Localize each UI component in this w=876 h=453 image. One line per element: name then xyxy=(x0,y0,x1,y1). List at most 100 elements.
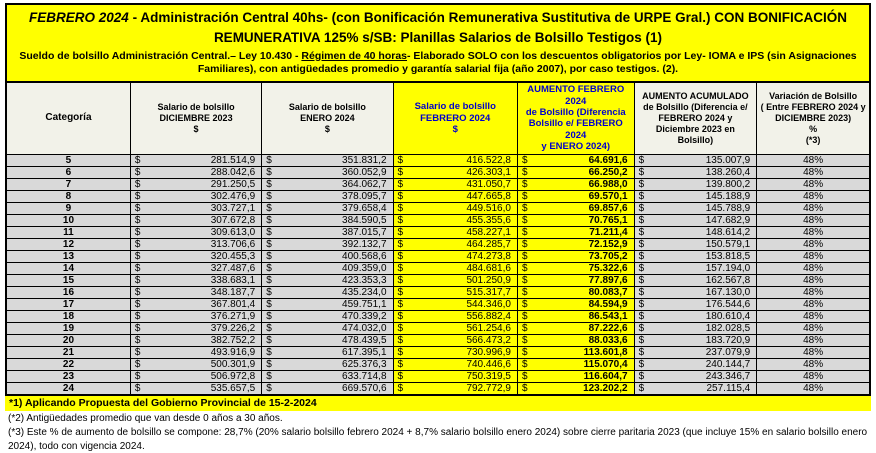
cell-variacion-bolsillo: 48% xyxy=(756,177,871,191)
amount-value: 88.033,6 xyxy=(588,334,628,346)
amount-value: 506.972,8 xyxy=(210,370,256,382)
amount-value: 291.250,5 xyxy=(210,178,256,190)
amount-value: 320.455,3 xyxy=(210,250,256,262)
cell-salario-febrero-2024: $740.446,6 xyxy=(392,357,518,371)
currency-symbol: $ xyxy=(638,358,645,370)
cell-salario-febrero-2024: $474.273,8 xyxy=(392,249,518,263)
table-row: 6 $288.042,6 $360.052,9 $426.303,1 $66.250,2… xyxy=(5,165,871,179)
column-header-variacion-bolsillo: Variación de Bolsillo ( Entre FEBRERO 20… xyxy=(756,81,871,155)
amount-value: 426.303,1 xyxy=(466,166,511,178)
currency-symbol: $ xyxy=(521,214,528,226)
currency-symbol: $ xyxy=(638,166,645,178)
currency-symbol: $ xyxy=(266,382,272,394)
amount-value: 379.226,2 xyxy=(210,322,256,334)
cell-salario-enero-2024: $459.751,1 xyxy=(261,297,394,311)
cell-categoria: 17 xyxy=(5,297,131,311)
amount-value: 478.439,5 xyxy=(342,334,387,346)
amount-value: 167.130,0 xyxy=(705,286,751,298)
currency-symbol: $ xyxy=(134,202,141,214)
currency-symbol: $ xyxy=(638,262,645,274)
amount-value: 730.996,9 xyxy=(466,346,511,358)
currency-symbol: $ xyxy=(638,310,645,322)
amount-value: 379.658,4 xyxy=(342,202,387,214)
currency-symbol: $ xyxy=(521,154,528,166)
currency-symbol: $ xyxy=(397,214,404,226)
amount-value: 556.882,4 xyxy=(466,310,511,322)
cell-salario-enero-2024: $379.658,4 xyxy=(261,201,394,215)
cell-categoria: 12 xyxy=(5,237,131,251)
cell-aumento-febrero-2024: $84.594,9 xyxy=(516,297,635,311)
cell-salario-diciembre-2023: $506.972,8 xyxy=(129,369,263,383)
cell-variacion-bolsillo: 48% xyxy=(756,297,871,311)
amount-value: 470.339,2 xyxy=(342,310,387,322)
cell-aumento-febrero-2024: $66.988,0 xyxy=(516,177,635,191)
cell-aumento-febrero-2024: $64.691,6 xyxy=(516,153,635,167)
cell-salario-enero-2024: $364.062,7 xyxy=(261,177,394,191)
cell-salario-enero-2024: $392.132,7 xyxy=(261,237,394,251)
cell-variacion-bolsillo: 48% xyxy=(756,153,871,167)
amount-value: 69.857,6 xyxy=(588,202,628,214)
currency-symbol: $ xyxy=(134,358,141,370)
amount-value: 484.681,6 xyxy=(466,262,511,274)
cell-categoria: 5 xyxy=(5,153,131,167)
cell-categoria: 9 xyxy=(5,201,131,215)
currency-symbol: $ xyxy=(521,310,528,322)
amount-value: 66.250,2 xyxy=(588,166,628,178)
amount-value: 493.916,9 xyxy=(210,346,256,358)
currency-symbol: $ xyxy=(521,262,528,274)
cell-salario-enero-2024: $617.395,1 xyxy=(261,345,394,359)
amount-value: 115.070,4 xyxy=(583,358,628,370)
currency-symbol: $ xyxy=(638,226,645,238)
cell-variacion-bolsillo: 48% xyxy=(756,261,871,275)
currency-symbol: $ xyxy=(521,370,528,382)
cell-aumento-febrero-2024: $86.543,1 xyxy=(516,309,635,323)
amount-value: 544.346,0 xyxy=(466,298,511,310)
currency-symbol: $ xyxy=(638,178,645,190)
footnote-1: *1) Aplicando Propuesta del Gobierno Pro… xyxy=(5,395,871,412)
amount-value: 145.788,9 xyxy=(705,202,751,214)
amount-value: 87.222,6 xyxy=(588,322,628,334)
amount-value: 500.301,9 xyxy=(210,358,256,370)
cell-aumento-acumulado: $148.614,2 xyxy=(633,225,758,239)
cell-variacion-bolsillo: 48% xyxy=(756,357,871,371)
cell-salario-diciembre-2023: $288.042,6 xyxy=(129,165,263,179)
cell-salario-enero-2024: $400.568,6 xyxy=(261,249,394,263)
cell-aumento-febrero-2024: $71.211,4 xyxy=(516,225,635,239)
amount-value: 327.487,6 xyxy=(210,262,256,274)
amount-value: 86.543,1 xyxy=(588,310,628,322)
cell-aumento-febrero-2024: $75.322,6 xyxy=(516,261,635,275)
currency-symbol: $ xyxy=(134,334,141,346)
title-month: FEBRERO 2024 xyxy=(29,10,129,25)
amount-value: 409.359,0 xyxy=(342,262,387,274)
currency-symbol: $ xyxy=(521,334,528,346)
cell-aumento-febrero-2024: $69.570,1 xyxy=(516,189,635,203)
amount-value: 240.144,7 xyxy=(705,358,751,370)
amount-value: 384.590,5 xyxy=(342,214,387,226)
cell-categoria: 6 xyxy=(5,165,131,179)
amount-value: 138.260,4 xyxy=(705,166,751,178)
currency-symbol: $ xyxy=(521,298,528,310)
amount-value: 139.800,2 xyxy=(705,178,751,190)
cell-salario-diciembre-2023: $320.455,3 xyxy=(129,249,263,263)
currency-symbol: $ xyxy=(266,226,272,238)
currency-symbol: $ xyxy=(521,250,528,262)
amount-value: 431.050,7 xyxy=(466,178,511,190)
table-row: 22 $500.301,9 $625.376,3 $740.446,6 $115.070… xyxy=(5,357,871,371)
amount-value: 360.052,9 xyxy=(342,166,387,178)
cell-salario-febrero-2024: $544.346,0 xyxy=(392,297,518,311)
subtitle-text-post: - Elaborado SOLO con los descuentos obli… xyxy=(197,49,857,76)
amount-value: 243.346,7 xyxy=(705,370,751,382)
cell-salario-febrero-2024: $455.355,6 xyxy=(392,213,518,227)
amount-value: 455.355,6 xyxy=(466,214,511,226)
table-row: 20 $382.752,2 $478.439,5 $566.473,2 $88.033,… xyxy=(5,333,871,347)
cell-variacion-bolsillo: 48% xyxy=(756,369,871,383)
currency-symbol: $ xyxy=(397,310,404,322)
table-row: 19 $379.226,2 $474.032,0 $561.254,6 $87.222,… xyxy=(5,321,871,335)
cell-salario-diciembre-2023: $376.271,9 xyxy=(129,309,263,323)
cell-salario-enero-2024: $409.359,0 xyxy=(261,261,394,275)
amount-value: 123.202,2 xyxy=(583,382,628,394)
cell-aumento-febrero-2024: $123.202,2 xyxy=(516,381,635,396)
cell-salario-enero-2024: $470.339,2 xyxy=(261,309,394,323)
cell-salario-diciembre-2023: $500.301,9 xyxy=(129,357,263,371)
currency-symbol: $ xyxy=(266,202,272,214)
